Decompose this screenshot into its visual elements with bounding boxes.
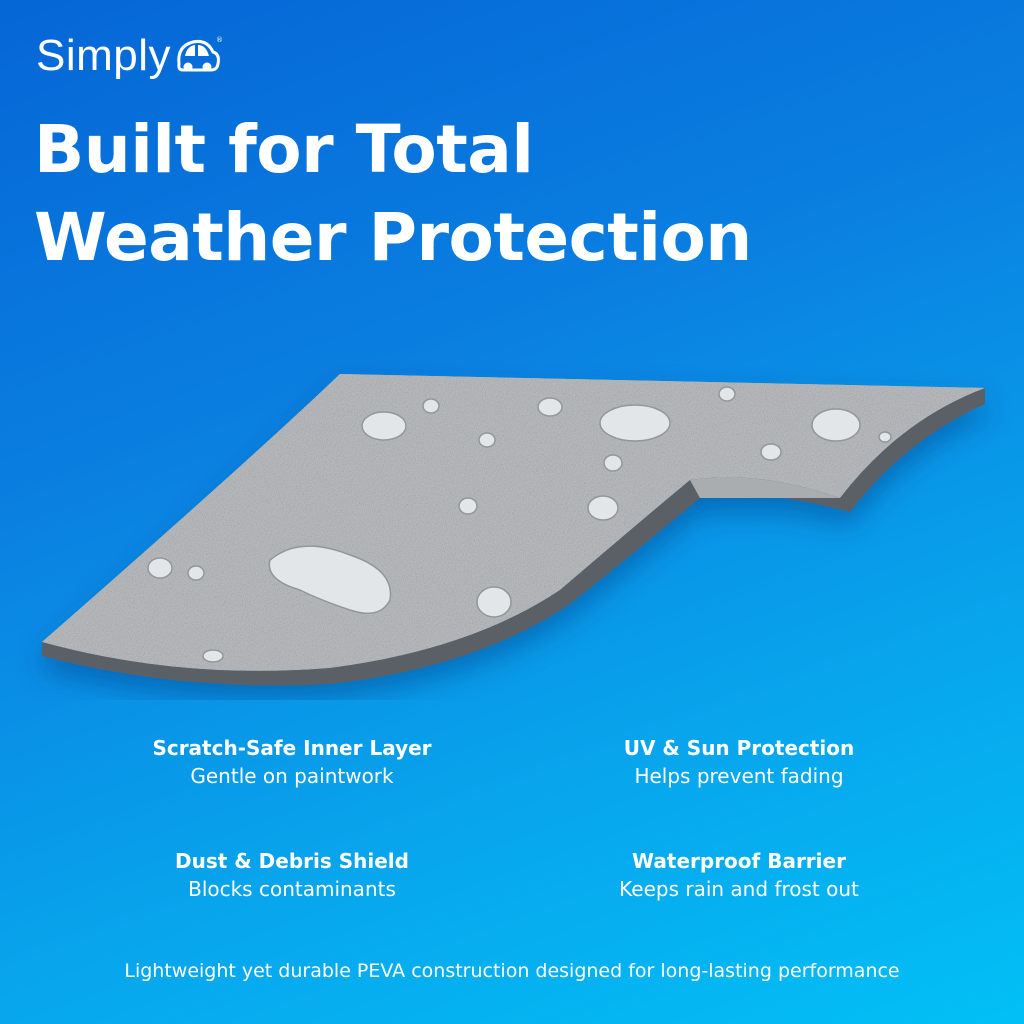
feature-description: Helps prevent fading: [634, 764, 844, 788]
car-icon: ®: [177, 36, 223, 72]
feature-description: Keeps rain and frost out: [619, 877, 859, 901]
feature-dust-shield: Dust & Debris Shield Blocks contaminants: [102, 847, 482, 903]
page-title: Built for Total Weather Protection: [34, 106, 752, 282]
feature-title: Dust & Debris Shield: [175, 849, 409, 873]
registered-mark: ®: [216, 36, 223, 44]
feature-title: Scratch-Safe Inner Layer: [152, 736, 432, 760]
feature-description: Gentle on paintwork: [190, 764, 394, 788]
feature-waterproof: Waterproof Barrier Keeps rain and frost …: [549, 847, 929, 903]
feature-uv-protection: UV & Sun Protection Helps prevent fading: [549, 734, 929, 790]
feature-description: Blocks contaminants: [188, 877, 396, 901]
fabric-sample-image: [42, 374, 985, 686]
brand-logo: Simply ®: [36, 34, 223, 78]
title-line-2: Weather Protection: [34, 199, 752, 276]
feature-title: Waterproof Barrier: [632, 849, 846, 873]
brand-name: Simply: [36, 31, 172, 80]
title-line-1: Built for Total: [34, 111, 534, 188]
feature-scratch-safe: Scratch-Safe Inner Layer Gentle on paint…: [102, 734, 482, 790]
feature-title: UV & Sun Protection: [623, 736, 855, 760]
footer-tagline: Lightweight yet durable PEVA constructio…: [124, 960, 900, 982]
